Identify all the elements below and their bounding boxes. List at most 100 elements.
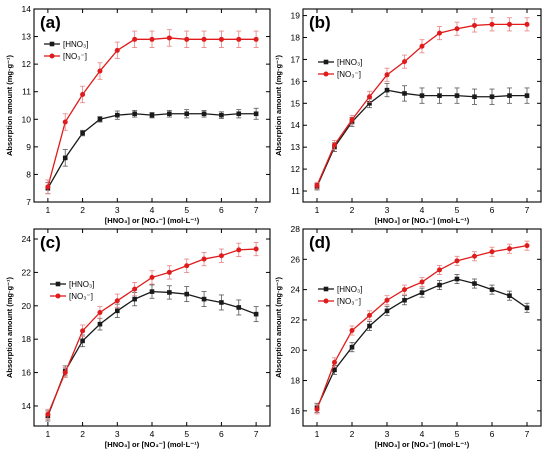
y-tick-label: 12 [22,59,32,69]
x-tick-label: 7 [525,429,530,439]
data-point [97,68,103,74]
y-axis-title: Absorption amount (mg·g⁻¹) [274,276,283,378]
y-tick-label: 9 [26,142,31,152]
series-no3 [45,241,259,420]
legend-entry: [HNO₃] [69,280,94,289]
x-tick-label: 3 [385,205,390,215]
x-tick-label: 5 [455,205,460,215]
data-point [253,36,259,42]
x-axis-title: [HNO₃] or [NO₃⁻] (mol·L⁻¹) [375,440,470,449]
data-point [332,367,337,373]
data-point [201,111,207,117]
data-point [97,321,103,327]
data-point [437,30,442,36]
data-point [201,296,207,302]
series-hno3 [45,284,259,422]
data-point [437,267,442,273]
data-point [489,21,495,27]
y-tick-label: 18 [22,334,32,344]
data-point [236,305,242,310]
y-tick-label: 20 [22,301,32,311]
data-point [114,112,120,118]
data-point [184,263,190,269]
y-tick-label: 11 [22,87,31,97]
y-tick-label: 16 [291,76,301,86]
data-point [384,87,390,93]
data-point [166,269,172,275]
data-point [384,297,390,303]
data-point [132,111,137,117]
data-point [472,281,477,286]
data-point [201,256,207,262]
y-tick-label: 26 [291,254,301,264]
x-tick-label: 3 [115,429,120,439]
legend-entry: [NO₃⁻] [337,297,361,306]
x-tick-label: 4 [150,205,155,215]
y-tick-label: 19 [291,11,301,21]
data-point [114,47,120,53]
y-tick-label: 18 [291,33,301,43]
data-point [97,116,103,122]
data-point [184,111,190,117]
data-point [402,287,407,293]
series-line [316,89,527,187]
series-no3 [314,17,530,190]
y-tick-label: 22 [22,267,32,277]
data-point [437,282,442,288]
data-point [132,296,137,302]
plot-frame [33,228,271,427]
y-tick-label: 14 [22,401,32,411]
x-tick-label: 4 [420,429,425,439]
data-point [349,328,355,334]
data-point [132,286,138,292]
legend-marker [55,293,61,299]
legend: [HNO₃] [NO₃⁻] [50,280,94,301]
y-tick-label: 14 [291,120,301,130]
legend-marker [49,41,55,47]
data-point [454,276,460,282]
legend: [HNO₃] [NO₃⁻] [318,285,362,306]
data-point [454,258,460,264]
data-point [236,247,242,253]
y-tick-label: 7 [26,197,31,207]
panel-label: (c) [40,233,61,252]
x-tick-label: 4 [150,429,155,439]
legend-entry: [HNO₃] [337,58,362,67]
y-tick-label: 28 [291,224,301,234]
y-tick-label: 15 [291,98,301,108]
data-point [218,36,224,42]
data-point [149,289,155,294]
data-point [419,279,425,285]
data-point [149,112,155,118]
data-point [97,309,103,315]
legend-marker [49,53,55,59]
data-point [419,43,425,49]
data-point [402,91,407,96]
data-point [219,112,224,118]
x-tick-label: 1 [315,205,320,215]
x-tick-label: 1 [46,429,51,439]
x-tick-label: 7 [254,429,259,439]
data-point [114,308,120,314]
legend-marker [323,298,329,304]
data-point [166,35,172,41]
data-point [489,287,495,292]
x-axis-title: [HNO₃] or [NO₃⁻] (mol·L⁻¹) [105,440,200,449]
x-tick-label: 7 [525,205,530,215]
y-tick-label: 16 [291,406,301,416]
y-tick-label: 22 [291,315,301,325]
series-hno3 [314,83,530,191]
data-point [384,72,390,78]
series-line [47,290,257,417]
y-tick-label: 24 [291,285,301,295]
x-tick-label: 5 [455,429,460,439]
y-tick-label: 10 [22,114,32,124]
data-point [524,243,530,249]
data-point [201,36,207,42]
data-point [149,36,155,42]
x-axis-title: [HNO₃] or [NO₃⁻] (mol·L⁻¹) [375,216,470,225]
data-point [507,21,512,27]
y-tick-label: 17 [291,54,301,64]
chart-panel-3: 1 2 3 4 5 6 7 14 16 18 20 22 24 [HNO₃] or [NO₃⁻] (mol… [5,228,271,449]
